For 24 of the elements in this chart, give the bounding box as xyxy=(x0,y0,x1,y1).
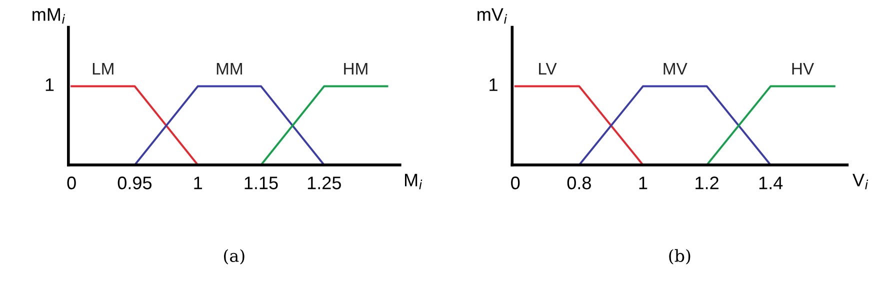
text: (a) xyxy=(224,249,244,264)
y-axis-title: mM$_{i}$ xyxy=(32,8,66,24)
x-tick-label: 0 xyxy=(67,176,76,190)
series-label: HV xyxy=(792,63,814,74)
x-axis-title: V$_{i}$ xyxy=(852,174,868,190)
text: 1 xyxy=(490,78,498,91)
series-label: MV xyxy=(664,63,688,74)
x-tick-label: 1.15 xyxy=(244,176,278,190)
series-label: MM xyxy=(216,63,242,74)
x-tick-label: 1.4 xyxy=(759,176,783,190)
text: (b) xyxy=(669,249,690,264)
x-tick-label: 0.8 xyxy=(567,176,591,190)
x-tick-label: 0.95 xyxy=(118,176,152,190)
series-label: LM xyxy=(92,63,114,74)
x-tick-label: 0 xyxy=(511,176,520,190)
x-tick-label: 1.2 xyxy=(696,176,718,190)
x-axis-title: M$_{i}$ xyxy=(404,174,422,190)
x-tick-label: 1 xyxy=(639,176,648,190)
x-tick-label: 1.25 xyxy=(308,176,341,190)
y-axis-title: mV$_{i}$ xyxy=(478,8,508,24)
series-label: HM xyxy=(344,63,368,74)
series-label: LV xyxy=(539,63,557,74)
x-tick-label: 1 xyxy=(194,176,202,190)
text: 1 xyxy=(46,78,54,91)
